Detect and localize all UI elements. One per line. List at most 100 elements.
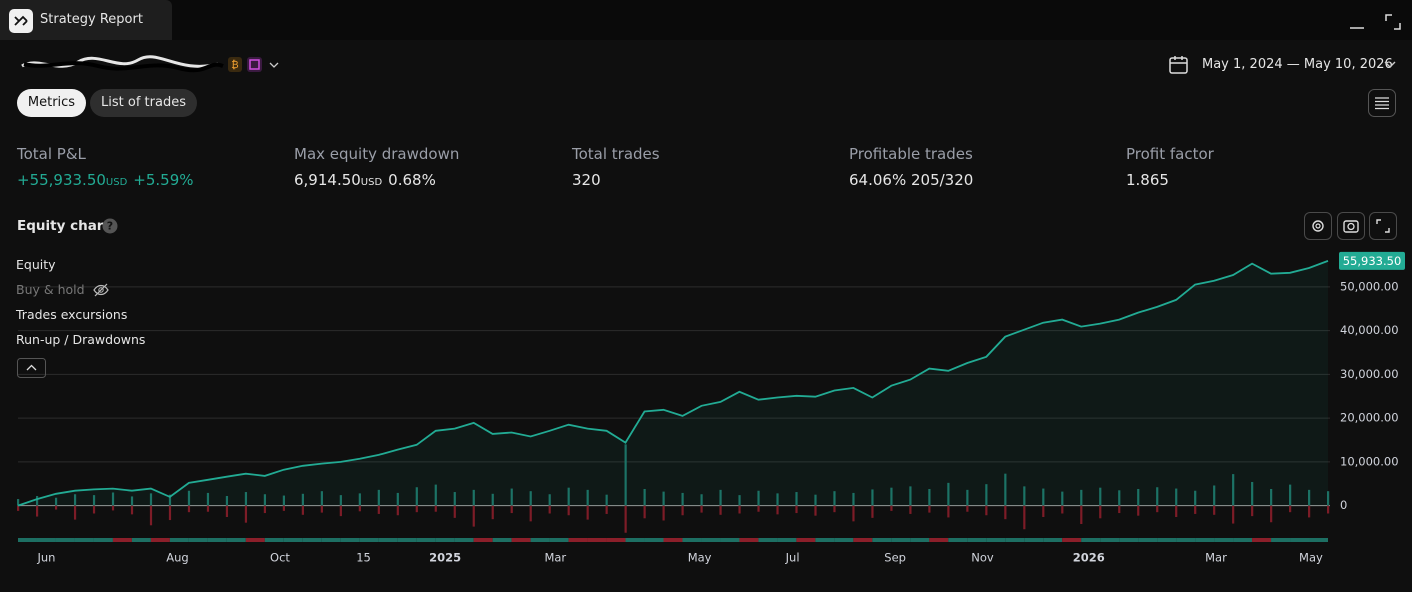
trade-strip	[74, 538, 94, 542]
drawdown-bar	[339, 505, 342, 517]
trade-strip	[1252, 538, 1272, 542]
trade-strip	[568, 538, 588, 542]
drawdown-bar	[1213, 505, 1216, 515]
trade-strip	[340, 538, 360, 542]
drawdown-bar	[757, 505, 760, 512]
trade-strip	[910, 538, 930, 542]
run-up-bar	[1327, 491, 1330, 506]
settings-button[interactable]	[1304, 212, 1332, 240]
trade-strip	[587, 538, 607, 542]
drawdown-bar	[814, 505, 817, 516]
drawdown-bar	[966, 505, 969, 512]
drawdown-bar	[1194, 505, 1197, 514]
metric-value: 64.06% 205/320	[849, 171, 973, 189]
run-up-bar	[434, 484, 437, 506]
legend-item[interactable]: Equity	[16, 257, 56, 272]
tab-trades[interactable]: List of trades	[90, 89, 197, 117]
tab-metrics[interactable]: Metrics	[17, 89, 86, 117]
legend-item[interactable]: Run-up / Drawdowns	[16, 332, 146, 347]
x-tick-label: 15	[356, 551, 371, 565]
drawdown-bar	[890, 505, 893, 511]
trade-strip	[1290, 538, 1310, 542]
run-up-bar	[301, 493, 304, 506]
trade-strip	[264, 538, 284, 542]
run-up-bar	[833, 491, 836, 506]
drawdown-bar	[776, 505, 779, 515]
trade-strip	[302, 538, 322, 542]
drawdown-bar	[35, 505, 39, 517]
drawdown-bar	[301, 505, 304, 515]
drawdown-bar	[1042, 505, 1045, 517]
run-up-bar	[1175, 488, 1178, 506]
x-tick-label: 2026	[1073, 551, 1105, 565]
run-up-bar	[491, 493, 494, 506]
trade-strip	[1214, 538, 1234, 542]
run-up-bar	[1308, 489, 1311, 506]
run-up-bar	[377, 489, 380, 506]
drawdown-bar	[985, 505, 988, 516]
drawdown-bar	[1004, 505, 1007, 520]
run-up-bar	[1023, 486, 1026, 506]
collapse-button[interactable]	[17, 358, 46, 378]
run-up-bar	[244, 492, 248, 506]
date-range[interactable]: May 1, 2024 — May 10, 2026	[1202, 57, 1393, 72]
help-icon[interactable]: ?	[102, 218, 118, 234]
run-up-bar	[1004, 473, 1007, 506]
drawdown-bar	[377, 505, 380, 514]
drawdown-bar	[54, 505, 58, 510]
run-up-bar	[909, 486, 912, 506]
run-up-bar	[1042, 488, 1045, 506]
calendar-icon[interactable]	[1168, 54, 1190, 76]
x-tick-label: Oct	[270, 551, 290, 565]
run-up-bar	[586, 489, 589, 506]
chart-title: Equity chart	[17, 218, 110, 234]
drawdown-bar	[472, 505, 475, 527]
svg-text:₿: ₿	[231, 59, 238, 71]
drawdown-bar	[1080, 505, 1083, 524]
drawdown-bar	[1289, 505, 1292, 513]
drawdown-bar	[320, 505, 323, 513]
trade-strip	[815, 538, 835, 542]
drawdown-bar	[1175, 505, 1178, 517]
drawdown-bar	[282, 505, 285, 511]
drawdown-bar	[92, 505, 96, 514]
legend-item[interactable]: Trades excursions	[16, 307, 128, 322]
trade-strip	[245, 538, 265, 542]
run-up-bar	[643, 488, 646, 506]
trade-strip	[853, 538, 873, 542]
drawdown-bar	[738, 505, 741, 514]
trade-strip	[1233, 538, 1253, 542]
drawdown-bar	[586, 505, 589, 520]
y-tick-label: 50,000.00	[1340, 279, 1399, 293]
screenshot-button[interactable]	[1337, 212, 1365, 240]
drawdown-bar	[453, 505, 456, 518]
drawdown-bar	[529, 505, 532, 522]
drawdown-bar	[795, 505, 798, 514]
run-up-bar	[54, 497, 58, 506]
menu-button[interactable]	[1368, 89, 1396, 117]
drawdown-bar	[871, 505, 874, 518]
trade-strip	[397, 538, 417, 542]
run-up-bar	[1156, 487, 1159, 506]
run-up-bar	[339, 495, 342, 506]
window-controls[interactable]	[1348, 12, 1402, 32]
fullscreen-button[interactable]	[1369, 212, 1397, 240]
drawdown-bar	[1099, 505, 1102, 519]
run-up-bar	[1061, 491, 1064, 506]
run-up-bar	[719, 489, 722, 506]
last-value-badge	[1339, 251, 1405, 270]
legend-item[interactable]: Buy & hold	[16, 282, 85, 297]
date-chevron[interactable]	[1384, 60, 1396, 70]
hidden-icon[interactable]	[92, 282, 110, 298]
trade-strip	[378, 538, 398, 542]
strategy-name-redacted[interactable]: ₿	[18, 52, 288, 78]
run-up-bar	[396, 492, 399, 506]
metric-value: +55,933.50USD +5.59%	[17, 171, 194, 189]
drawdown-bar	[605, 505, 608, 514]
drawdown-bar	[1061, 505, 1064, 514]
trade-strip	[1157, 538, 1177, 542]
metric-unit: USD	[105, 177, 128, 188]
run-up-bar	[472, 489, 475, 506]
drawdown-bar	[168, 505, 172, 521]
report-tab[interactable]: Strategy Report	[0, 0, 172, 40]
